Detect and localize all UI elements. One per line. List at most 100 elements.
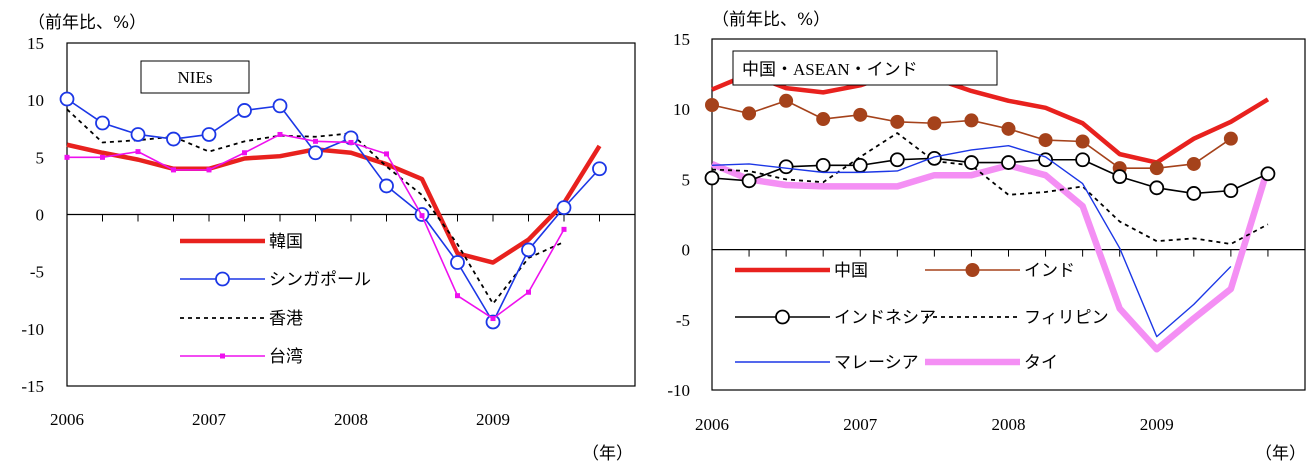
series-point [592,161,607,177]
legend-marker [965,263,980,277]
series-point [1112,169,1128,184]
nies-title-box: NIEs [140,60,250,94]
series-point [1186,186,1202,201]
series-point [816,112,831,127]
asia-unit-label: （前年比、%） [712,10,830,30]
legend-label: 台湾 [269,347,303,367]
series-point [964,155,979,170]
series-point [135,149,141,155]
asia-series [704,70,1276,353]
y-tick-label: 15 [27,34,44,53]
legend-marker [220,353,225,359]
series-point [852,157,868,173]
y-tick-label: 0 [36,206,45,225]
nies-unit-label: （前年比、%） [28,13,146,33]
series-point [1038,133,1053,148]
series-point [526,289,531,295]
series-point [705,97,719,112]
series-line [711,70,1270,165]
series-point [1075,152,1091,168]
series-point [100,154,105,160]
series-point [272,98,288,114]
series-point [130,127,146,142]
series-point [1186,156,1201,171]
series-line [711,157,1269,195]
series-point [384,151,389,157]
series-point [926,150,942,166]
nies-title: NIEs [178,68,213,87]
series-point [927,116,942,131]
series-point [206,167,212,173]
y-tick-label: -10 [21,320,44,339]
y-tick-label: -5 [30,263,44,282]
x-tick-label: 2007 [843,415,878,434]
series-point [889,152,905,168]
legend-label: インドネシア [834,308,936,328]
series-point [1001,155,1016,170]
x-tick-label: 2007 [192,410,227,429]
x-tick-label: 2008 [334,410,368,429]
legend-label: 韓国 [269,232,303,252]
x-tick-label: 2009 [476,410,510,429]
series-point [64,154,70,160]
y-tick-label: 10 [27,91,44,110]
series-point [561,226,567,232]
series-point [815,157,831,173]
x-tick-label: 2009 [1140,415,1174,434]
series-point [277,131,283,137]
series-line [66,142,602,265]
series-point [308,145,323,161]
asia-axes: 15 10 5 0 -5 -10 2006 2007 2008 2009 [667,30,1305,434]
legend-label: シンガポール [269,270,371,290]
asia-plot-frame [711,38,1306,391]
y-tick-label: 15 [673,30,690,49]
legend-label: タイ [1024,353,1058,373]
series-point [419,213,425,219]
series-point [313,138,318,144]
nies-year-label: （年） [582,444,633,464]
series-point [853,107,868,122]
x-tick-label: 2006 [695,415,729,434]
x-tick-label: 2006 [50,410,84,429]
series-point [1075,134,1090,149]
series-line [710,160,1272,353]
series-point [450,255,465,270]
y-tick-label: 5 [682,170,691,189]
series-point [379,178,394,194]
series-point [242,150,247,156]
asia-title: 中国・ASEAN・インド [742,60,918,79]
legend-label: マレーシア [834,353,919,373]
series-point [778,159,794,175]
series-point [1149,180,1165,196]
series-point [59,91,75,107]
series-point [490,316,496,322]
y-tick-label: 5 [36,148,45,167]
legend-label: フィリピン [1024,308,1109,328]
series-point [455,293,460,299]
series-point [166,131,181,147]
series-line [66,108,565,305]
series-point [742,106,757,121]
asia-year-label: （年） [1255,444,1306,464]
series-point [171,167,176,173]
nies-chart: （前年比、%） （年） 15 10 5 0 -5 -10 -15 2006 2007 2008 20… [21,13,636,464]
series-line [66,98,601,323]
legend-label: 中国 [834,261,868,281]
series-point [704,170,720,186]
series-point [201,127,217,142]
asia-title-box: 中国・ASEAN・インド [732,50,998,86]
series-point [1001,121,1016,136]
x-tick-label: 2008 [992,415,1026,434]
legend-label: インド [1024,261,1075,281]
series-point [890,114,905,129]
legend-marker [775,309,790,325]
series-point [741,173,757,189]
y-tick-label: 10 [673,100,690,119]
nies-series [59,91,607,330]
series-point [1260,166,1276,182]
legend-marker [215,271,230,287]
